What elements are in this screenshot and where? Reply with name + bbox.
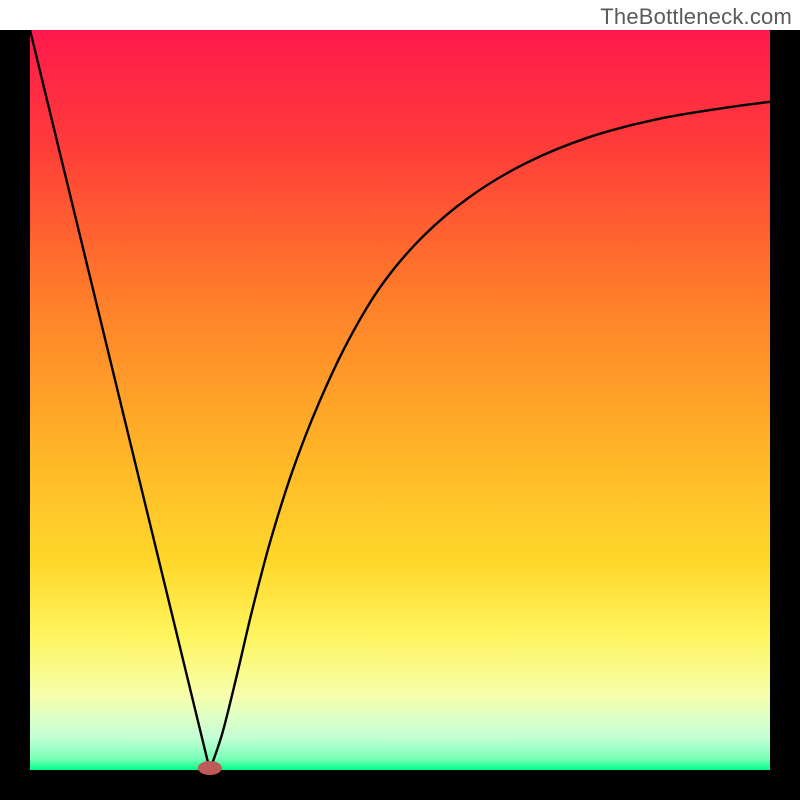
minimum-marker [198, 761, 222, 775]
watermark-text: TheBottleneck.com [600, 4, 792, 30]
chart-container: TheBottleneck.com [0, 0, 800, 800]
bottleneck-chart [0, 0, 800, 800]
plot-background [30, 30, 770, 770]
